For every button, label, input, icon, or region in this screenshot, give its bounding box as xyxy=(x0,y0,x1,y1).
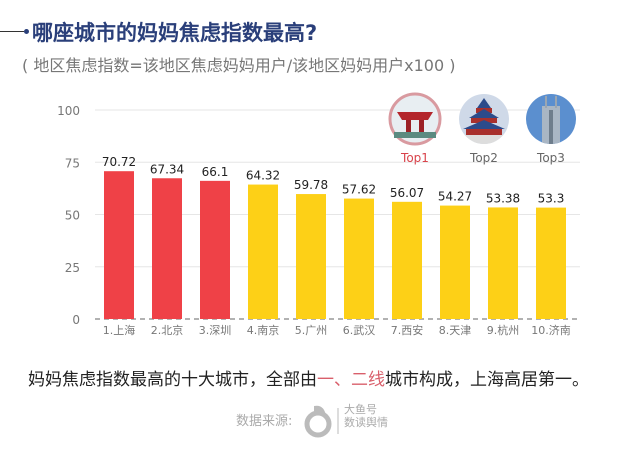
logo-text: 大鱼号 数读舆情 xyxy=(344,403,388,429)
bar-value-label: 53.38 xyxy=(486,191,520,205)
bar-value-label: 70.72 xyxy=(102,155,136,169)
bar-value-label: 53.3 xyxy=(538,192,565,206)
bar-2 xyxy=(152,178,182,319)
page-title: 哪座城市的妈妈焦虑指数最高? xyxy=(32,21,318,45)
chart-caption: 妈妈焦虑指数最高的十大城市，全部由一、二线城市构成，上海高居第一。 xyxy=(28,365,589,390)
title-bullet xyxy=(24,29,29,34)
top2-label: Top2 xyxy=(470,151,498,165)
uc-squirrel-logo xyxy=(304,405,339,438)
bar-value-label: 54.27 xyxy=(438,190,472,204)
bar-10 xyxy=(536,207,566,319)
caption-text-1: 妈妈焦虑指数最高的十大城市，全部由 xyxy=(28,370,317,390)
title-decoration-line xyxy=(0,31,24,32)
y-tick-label: 25 xyxy=(65,261,80,275)
bar-value-label: 59.78 xyxy=(294,178,328,192)
category-label: 9.杭州 xyxy=(487,323,520,337)
bar-3 xyxy=(200,180,230,319)
bar-6 xyxy=(344,198,374,319)
logo-text-line-2: 数读舆情 xyxy=(344,416,388,429)
bar-7 xyxy=(392,201,422,319)
bar-value-label: 66.1 xyxy=(202,165,229,179)
category-label: 7.西安 xyxy=(391,323,424,337)
y-tick-label: 50 xyxy=(65,209,80,223)
top1-label: Top1 xyxy=(401,151,429,165)
bar-8 xyxy=(440,205,470,319)
beijing-temple-of-heaven-icon xyxy=(459,94,509,144)
category-label: 5.广州 xyxy=(295,324,328,337)
category-label: 8.天津 xyxy=(439,324,472,337)
bar-value-label: 67.34 xyxy=(150,162,184,176)
y-tick-label: 0 xyxy=(72,313,80,327)
bar-5 xyxy=(296,194,326,319)
caption-highlight: 一、二线 xyxy=(317,370,385,390)
y-tick-label: 100 xyxy=(57,104,80,118)
logo-text-line-1: 大鱼号 xyxy=(344,403,377,416)
formula-subtitle: ( 地区焦虑指数=该地区焦虑妈妈用户/该地区妈妈用户x100 ) xyxy=(22,56,456,75)
category-label: 10.济南 xyxy=(531,323,571,337)
data-source-label: 数据来源: xyxy=(236,414,293,429)
category-label: 6.武汉 xyxy=(343,324,376,337)
category-label: 2.北京 xyxy=(151,323,184,337)
category-label: 1.上海 xyxy=(103,323,136,337)
caption-text-2: 城市构成，上海高居第一。 xyxy=(385,370,589,390)
bar-value-label: 64.32 xyxy=(246,169,280,183)
shenzhen-skyscraper-icon xyxy=(526,94,576,144)
bar-9 xyxy=(488,207,518,319)
category-label: 3.深圳 xyxy=(199,324,232,337)
y-tick-label: 75 xyxy=(65,156,80,170)
bar-value-label: 56.07 xyxy=(390,186,424,200)
bar-1 xyxy=(104,171,134,319)
bar-4 xyxy=(248,184,278,319)
bar-value-label: 57.62 xyxy=(342,183,376,197)
shanghai-china-pavilion-icon xyxy=(388,92,442,146)
top3-label: Top3 xyxy=(537,151,565,165)
category-label: 4.南京 xyxy=(247,323,280,337)
